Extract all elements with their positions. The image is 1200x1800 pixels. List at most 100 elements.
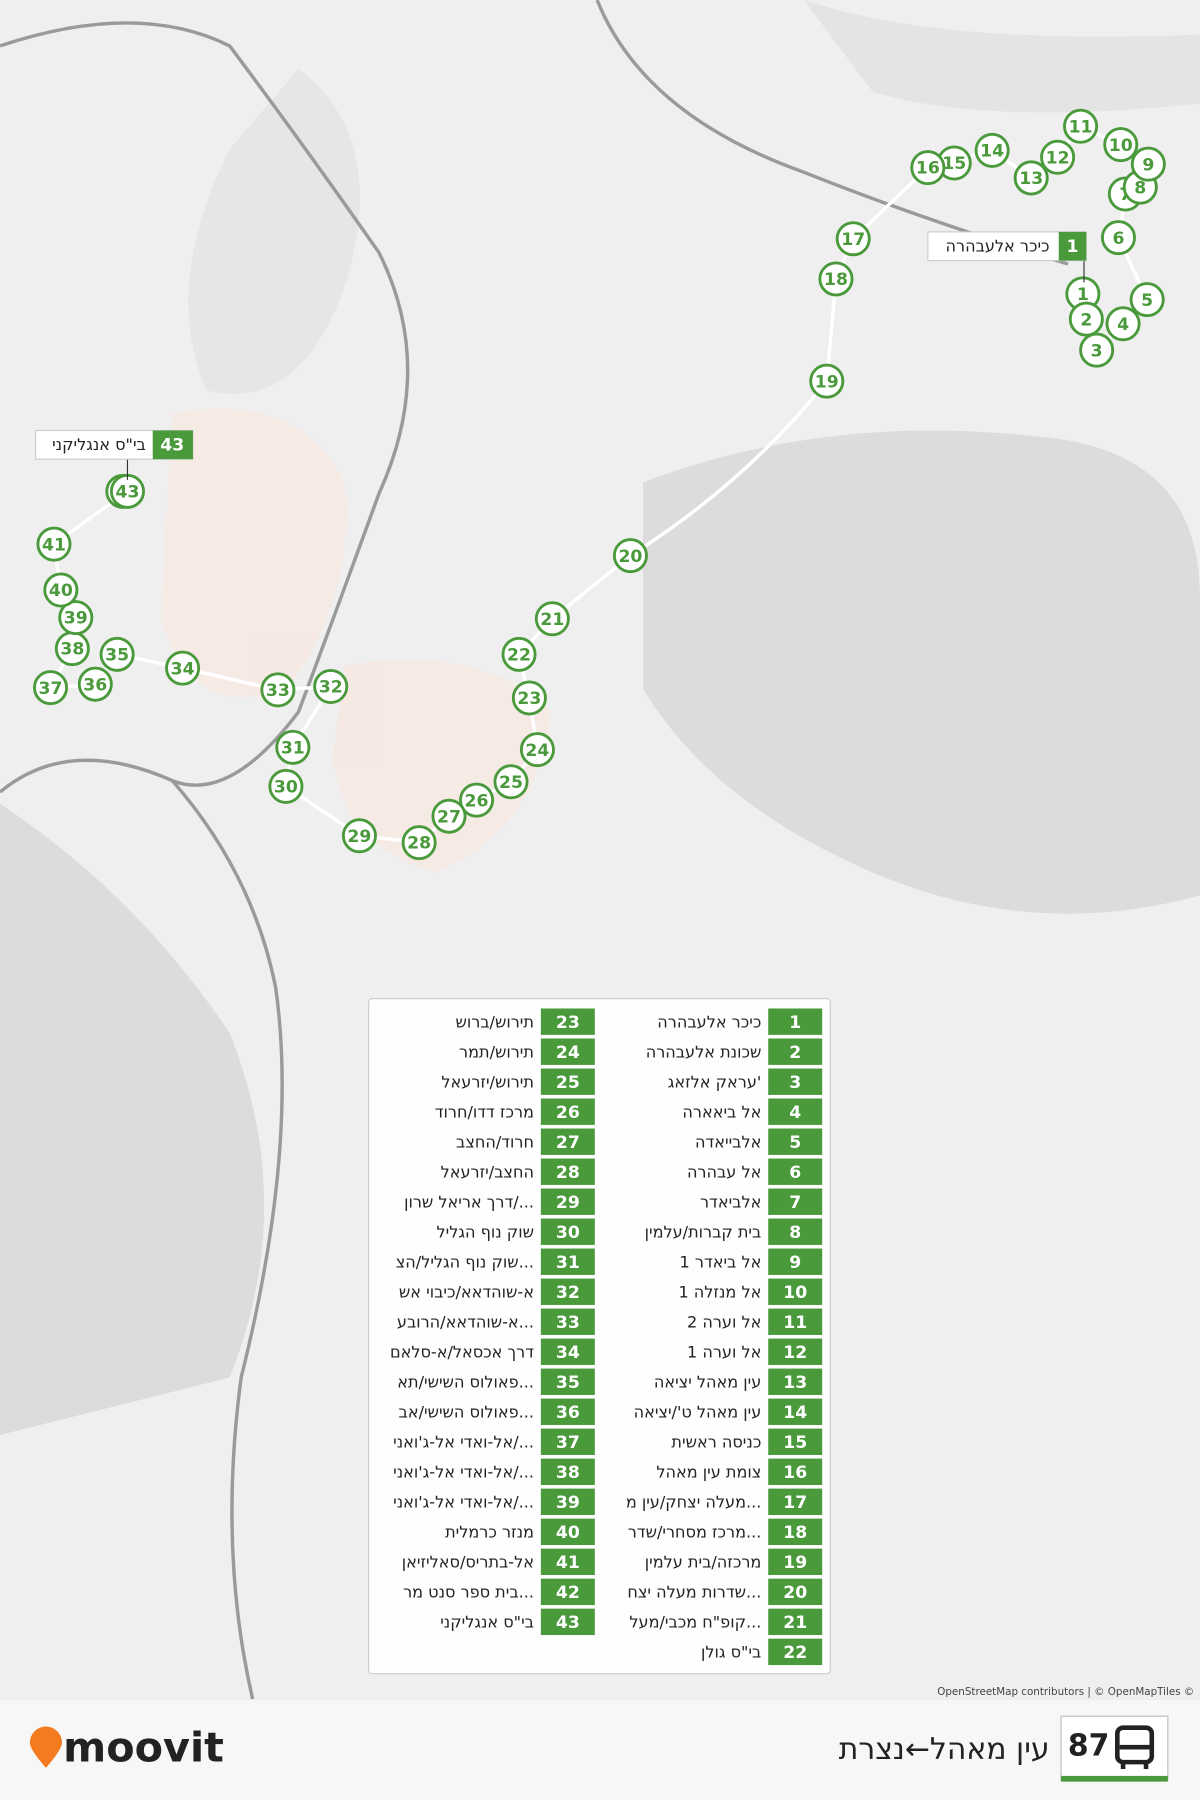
marker-circle [1013, 160, 1049, 196]
marker-number: 12 [1046, 148, 1070, 168]
marker-number: 27 [437, 807, 461, 827]
stop-number: 32 [556, 1283, 580, 1303]
stop-number: 4 [789, 1103, 801, 1123]
marker-circle [99, 636, 135, 672]
marker-number: 22 [507, 645, 531, 665]
stop-name: אלבייאדה [695, 1132, 761, 1151]
stop-name: אל מנזלה 1 [678, 1282, 761, 1301]
stop-name: עין מאהל ט'/יציאה [634, 1402, 762, 1421]
stop-badge [768, 1038, 823, 1065]
marker-circle [1103, 127, 1139, 163]
stop-row: 15 כניסה ראשית [671, 1428, 823, 1455]
marker-number: 21 [540, 610, 564, 630]
stop-marker: 20 [612, 538, 648, 574]
marker-circle [809, 363, 845, 399]
marker-circle [1105, 306, 1141, 342]
stop-marker: 6 [1100, 220, 1136, 256]
marker-circle [431, 798, 467, 834]
stop-badge [540, 1368, 595, 1395]
route-line [47, 124, 1151, 845]
stop-row: 41 אל-בתריס/סאליזיאן [402, 1548, 595, 1576]
stop-badge [768, 1368, 823, 1395]
marker-circle [1100, 220, 1136, 256]
marker-number: 16 [916, 159, 940, 179]
stop-badge [768, 1218, 823, 1245]
stop-row: 7 אלביאדר [700, 1188, 823, 1215]
stop-row: 25 תירוש/יזרעאל [441, 1068, 595, 1095]
stop-name: בי"ס אנגליקני [440, 1612, 534, 1631]
stop-badge [540, 1188, 595, 1215]
stop-marker: 36 [77, 666, 113, 702]
stop-number: 12 [783, 1343, 807, 1363]
marker-circle [835, 221, 871, 257]
marker-circle [974, 132, 1010, 168]
stop-row: 26 מרכז דדו/חרוד [435, 1098, 595, 1125]
marker-number: 13 [1019, 169, 1043, 189]
stop-number: 41 [556, 1553, 580, 1573]
stop-name: צומת עין מאהל [656, 1462, 761, 1481]
stop-marker: 35 [99, 636, 135, 672]
marker-number: 9 [1142, 155, 1154, 175]
marker-circle [313, 668, 349, 704]
stop-marker: 9 [1130, 146, 1166, 182]
stop-badge [540, 1098, 595, 1125]
stop-name: מרכז דדו/חרוד [435, 1102, 534, 1121]
stop-number: 33 [556, 1313, 580, 1333]
stop-name: א-שוהדאא/הרובע... [397, 1312, 534, 1331]
stop-marker: 26 [459, 782, 495, 818]
marker-number: 14 [980, 142, 1004, 162]
marker-circle [33, 670, 69, 706]
stop-number: 6 [789, 1163, 801, 1183]
marker-circle [1130, 146, 1166, 182]
marker-number: 36 [83, 675, 107, 695]
route-number: 87 [1068, 1729, 1110, 1764]
stop-row: 35 פאולוס השישי/תא... [397, 1368, 595, 1395]
stop-badge [540, 1428, 595, 1455]
stop-row: 22 בי"ס גולן [701, 1638, 823, 1666]
stop-name: קופ"ח מכבי/מעל... [629, 1612, 761, 1631]
stop-badge [540, 1608, 595, 1636]
stop-badge [768, 1638, 823, 1666]
stop-number: 15 [783, 1433, 807, 1453]
marker-number: 41 [42, 535, 66, 555]
marker-circle [818, 261, 854, 297]
marker-circle [612, 538, 648, 574]
stop-marker: 38 [54, 631, 90, 667]
stop-marker: 25 [493, 764, 529, 800]
marker-circle [43, 572, 79, 608]
callout-name: בי"ס אנגליקני [52, 435, 146, 454]
stop-name: פאולוס השישי/תא... [397, 1372, 534, 1391]
marker-number: 8 [1134, 178, 1146, 198]
stop-row: 33 א-שוהדאא/הרובע... [397, 1308, 595, 1335]
stop-row: 5 אלבייאדה [695, 1128, 823, 1155]
stop-name: אל-ואדי אל-ג'ואני/... [393, 1492, 534, 1511]
marker-circle [1040, 139, 1076, 175]
stop-number: 2 [789, 1043, 801, 1063]
stop-badge [768, 1608, 823, 1636]
stop-row: 10 אל מנזלה 1 [678, 1278, 823, 1305]
marker-number: 18 [824, 270, 848, 290]
stop-marker: 12 [1040, 139, 1076, 175]
stop-marker: 17 [835, 221, 871, 257]
marker-circle [534, 601, 570, 637]
stop-badge [768, 1338, 823, 1365]
stop-badge [768, 1578, 823, 1606]
stop-badge [768, 1308, 823, 1335]
stop-row: 31 שוק נוף הגליל/הצ... [396, 1248, 595, 1275]
stop-row: 42 בית ספר סנט מר... [403, 1578, 595, 1606]
stop-name: שדרות מעלה יצח... [627, 1582, 761, 1601]
stop-number: 43 [556, 1613, 580, 1633]
stop-name: אל וערה 2 [687, 1312, 761, 1331]
callout-badge [1058, 231, 1087, 261]
stop-number: 34 [556, 1343, 580, 1363]
stop-marker: 27 [431, 798, 467, 834]
route-name: עין מאהל←נצרת [839, 1732, 1050, 1767]
stop-name: מעלה יצחק/עין מ... [626, 1492, 762, 1511]
stop-row: 21 קופ"ח מכבי/מעל... [629, 1608, 823, 1636]
stop-number: 7 [789, 1193, 801, 1213]
bottom-bar [0, 1700, 1200, 1800]
stop-name: בית קברות/עלמין [645, 1222, 762, 1241]
stop-name: אל-ואדי אל-ג'ואני/... [393, 1432, 534, 1451]
